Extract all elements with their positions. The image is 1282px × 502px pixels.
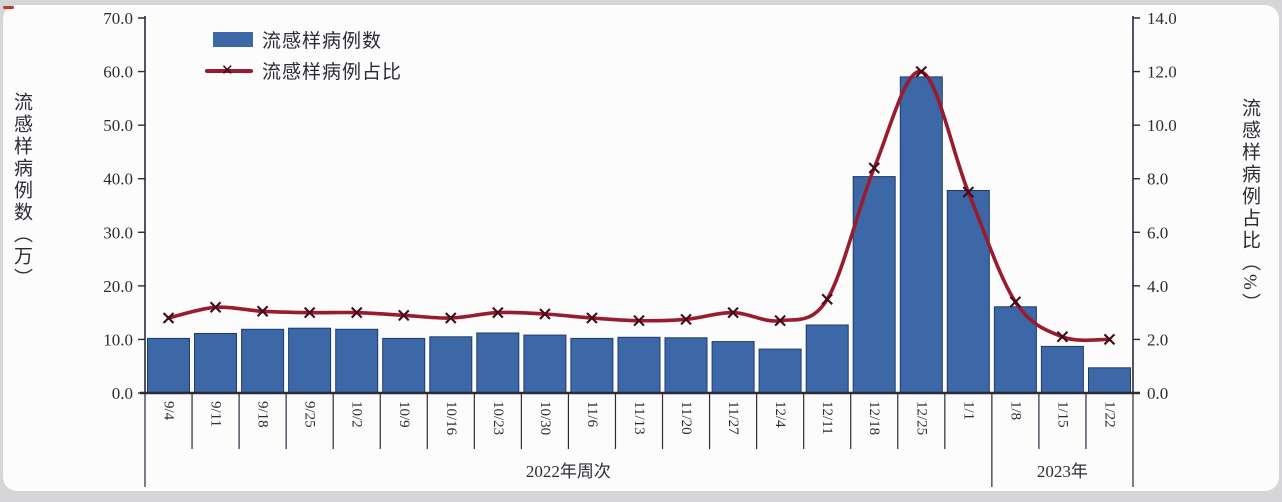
line-swatch-icon: ✕	[205, 59, 253, 81]
legend-line-label: 流感样病例占比	[262, 61, 403, 83]
svg-text:10/16: 10/16	[443, 401, 459, 436]
svg-text:9/4: 9/4	[161, 401, 177, 421]
svg-text:11/6: 11/6	[584, 401, 600, 428]
svg-text:70.0: 70.0	[103, 9, 133, 28]
svg-text:14.0: 14.0	[1147, 9, 1177, 28]
svg-text:1/15: 1/15	[1054, 401, 1070, 428]
svg-text:0.0: 0.0	[1147, 384, 1168, 403]
legend-item-ratio: ✕ 流感样病例占比	[205, 59, 403, 83]
svg-text:10.0: 10.0	[1147, 116, 1177, 135]
svg-text:2022年周次: 2022年周次	[526, 462, 611, 481]
svg-text:12.0: 12.0	[1147, 63, 1177, 82]
chart-card: 0.0 10.0 20.0 30.0 40.0 50.0 60.0 70.0 0.0 2.0 4.0…	[3, 5, 1279, 491]
svg-text:11/20: 11/20	[678, 401, 694, 435]
left-axis-title: 流感样病例数（万）	[11, 92, 32, 290]
svg-text:9/11: 9/11	[208, 401, 224, 427]
bar-swatch-icon	[213, 31, 253, 47]
svg-text:6.0: 6.0	[1147, 223, 1168, 242]
svg-text:2023年: 2023年	[1037, 462, 1088, 481]
svg-text:11/13: 11/13	[631, 401, 647, 435]
svg-text:60.0: 60.0	[103, 63, 133, 82]
x-marker-icon: ✕	[221, 61, 234, 79]
svg-text:12/4: 12/4	[772, 401, 788, 428]
svg-text:40.0: 40.0	[103, 170, 133, 189]
legend-item-cases: 流感样病例数	[205, 28, 402, 52]
svg-text:4.0: 4.0	[1147, 277, 1168, 296]
svg-text:10.0: 10.0	[103, 330, 133, 349]
flu-combo-chart: 0.0 10.0 20.0 30.0 40.0 50.0 60.0 70.0 0.0 2.0 4.0…	[103, 9, 1177, 487]
svg-text:10/9: 10/9	[396, 401, 412, 428]
svg-text:10/23: 10/23	[490, 401, 506, 435]
svg-text:30.0: 30.0	[103, 223, 133, 242]
svg-text:9/18: 9/18	[255, 401, 271, 428]
svg-text:10/2: 10/2	[349, 401, 365, 428]
red-dash-artifact	[3, 6, 14, 9]
svg-text:2.0: 2.0	[1147, 330, 1168, 349]
legend-bar-label: 流感样病例数	[262, 30, 383, 52]
svg-text:1/8: 1/8	[1007, 401, 1023, 420]
svg-text:1/1: 1/1	[960, 401, 976, 420]
svg-text:9/25: 9/25	[302, 401, 318, 428]
svg-text:8.0: 8.0	[1147, 170, 1168, 189]
svg-text:50.0: 50.0	[103, 116, 133, 135]
svg-text:0.0: 0.0	[112, 384, 133, 403]
svg-text:1/22: 1/22	[1101, 401, 1117, 428]
right-axis-title: 流感样病例占比（%）	[1239, 98, 1260, 315]
chart-legend: 流感样病例数 ✕ 流感样病例占比	[205, 28, 403, 83]
svg-text:12/25: 12/25	[913, 401, 929, 435]
svg-text:10/30: 10/30	[537, 401, 553, 435]
svg-text:12/18: 12/18	[866, 401, 882, 435]
svg-text:12/11: 12/11	[819, 401, 835, 435]
svg-text:11/27: 11/27	[725, 401, 741, 435]
svg-text:20.0: 20.0	[103, 277, 133, 296]
